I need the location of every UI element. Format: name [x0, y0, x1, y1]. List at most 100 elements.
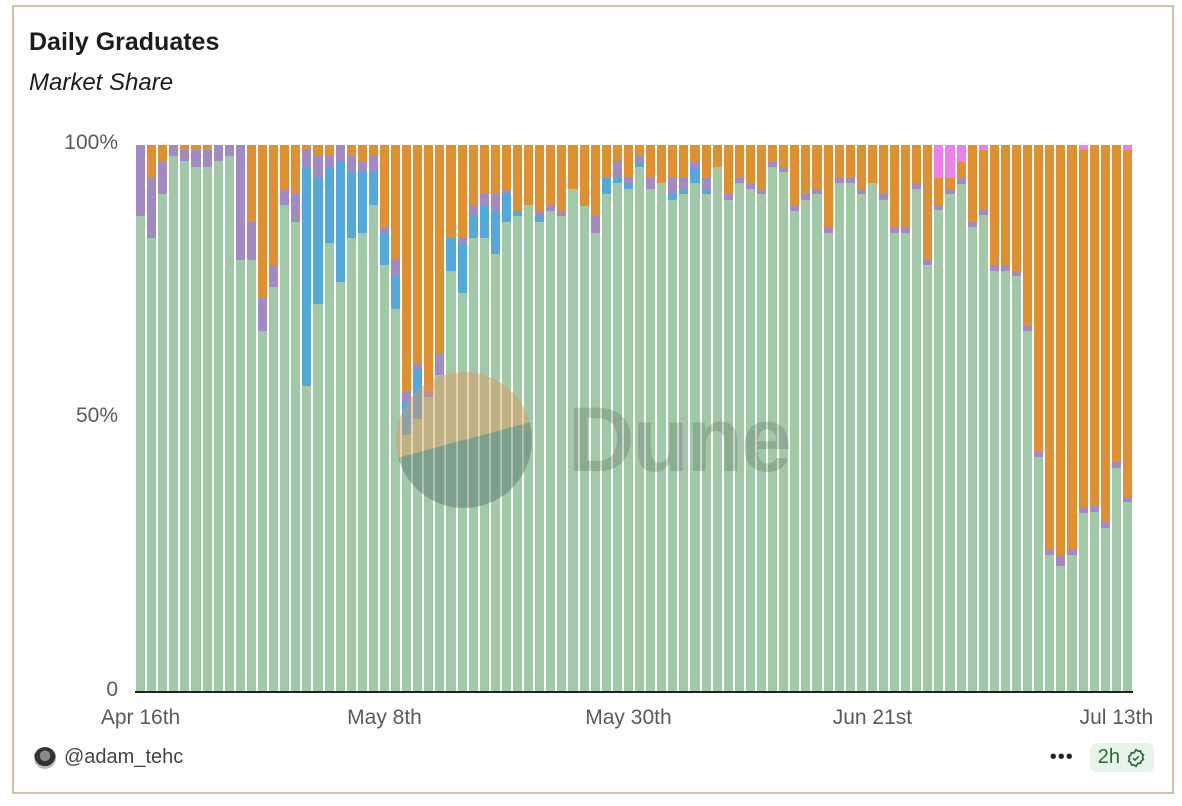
bar-day-32[interactable] — [490, 145, 500, 692]
bar-day-87[interactable] — [1100, 145, 1110, 692]
bar-day-77[interactable] — [989, 145, 999, 692]
bar-segment-green — [978, 215, 988, 692]
bar-day-36[interactable] — [535, 145, 545, 692]
bar-day-25[interactable] — [413, 145, 423, 692]
bar-day-2[interactable] — [158, 145, 168, 692]
bar-day-52[interactable] — [712, 145, 722, 692]
bar-day-18[interactable] — [335, 145, 345, 692]
bar-day-35[interactable] — [524, 145, 534, 692]
bar-day-69[interactable] — [901, 145, 911, 692]
bar-day-67[interactable] — [878, 145, 889, 692]
bar-day-88[interactable] — [1111, 145, 1121, 692]
bar-day-62[interactable] — [823, 145, 833, 692]
bar-day-45[interactable] — [635, 145, 645, 692]
author-link[interactable]: @adam_tehc — [34, 746, 183, 769]
bar-day-74[interactable] — [956, 145, 966, 692]
bar-day-20[interactable] — [357, 145, 367, 692]
bar-segment-orange — [435, 145, 445, 353]
bar-day-83[interactable] — [1056, 145, 1066, 692]
bar-day-4[interactable] — [180, 145, 190, 692]
bar-day-7[interactable] — [213, 145, 223, 692]
bar-day-60[interactable] — [801, 145, 811, 692]
bar-day-40[interactable] — [579, 145, 589, 692]
bar-day-26[interactable] — [424, 145, 434, 692]
bar-day-80[interactable] — [1023, 145, 1033, 692]
bar-day-15[interactable] — [302, 145, 312, 692]
bar-day-75[interactable] — [967, 145, 977, 692]
bar-day-10[interactable] — [246, 145, 256, 692]
bar-day-14[interactable] — [291, 145, 301, 692]
bar-day-30[interactable] — [468, 145, 478, 692]
bar-day-63[interactable] — [834, 145, 844, 692]
bar-day-84[interactable] — [1067, 145, 1077, 692]
bar-day-37[interactable] — [546, 145, 556, 692]
bar-day-27[interactable] — [435, 145, 445, 692]
bar-day-57[interactable] — [768, 145, 778, 692]
bar-day-81[interactable] — [1034, 145, 1044, 692]
bar-day-1[interactable] — [147, 145, 157, 692]
bar-day-38[interactable] — [557, 145, 567, 692]
bar-day-50[interactable] — [690, 145, 700, 692]
bar-day-55[interactable] — [745, 145, 755, 692]
bar-day-8[interactable] — [224, 145, 234, 692]
bar-day-11[interactable] — [257, 145, 268, 692]
bar-day-72[interactable] — [934, 145, 944, 692]
bar-day-70[interactable] — [912, 145, 922, 692]
bar-day-28[interactable] — [446, 145, 456, 692]
bar-day-13[interactable] — [280, 145, 290, 692]
bar-day-73[interactable] — [945, 145, 955, 692]
bar-day-16[interactable] — [313, 145, 323, 692]
bar-day-66[interactable] — [867, 145, 877, 692]
bar-day-0[interactable] — [136, 145, 146, 692]
bar-day-33[interactable] — [501, 145, 511, 692]
bar-day-68[interactable] — [890, 145, 900, 692]
bar-segment-purple — [391, 259, 401, 277]
bar-day-44[interactable] — [623, 145, 633, 692]
bar-day-5[interactable] — [191, 145, 201, 692]
bar-day-56[interactable] — [756, 145, 767, 692]
bar-day-82[interactable] — [1045, 145, 1055, 692]
bar-day-46[interactable] — [646, 145, 656, 692]
bar-day-86[interactable] — [1089, 145, 1099, 692]
bar-day-22[interactable] — [379, 145, 390, 692]
more-options-button[interactable]: ••• — [1049, 746, 1074, 768]
bar-day-59[interactable] — [790, 145, 800, 692]
bar-day-47[interactable] — [657, 145, 667, 692]
bar-day-64[interactable] — [845, 145, 855, 692]
bar-day-53[interactable] — [723, 145, 733, 692]
bar-segment-purple — [1012, 270, 1022, 277]
bar-day-24[interactable] — [402, 145, 412, 692]
bar-day-61[interactable] — [812, 145, 822, 692]
freshness-badge[interactable]: 2h — [1089, 743, 1154, 772]
bar-day-89[interactable] — [1122, 145, 1132, 692]
bar-segment-green — [235, 259, 245, 692]
bar-day-42[interactable] — [601, 145, 611, 692]
bar-day-3[interactable] — [169, 145, 179, 692]
bar-day-71[interactable] — [923, 145, 933, 692]
bar-day-58[interactable] — [779, 145, 789, 692]
bar-day-39[interactable] — [568, 145, 578, 692]
bar-day-12[interactable] — [269, 145, 279, 692]
bar-day-23[interactable] — [391, 145, 401, 692]
bar-day-19[interactable] — [346, 145, 356, 692]
bar-day-85[interactable] — [1078, 145, 1088, 692]
bar-day-76[interactable] — [978, 145, 988, 692]
bar-day-51[interactable] — [701, 145, 711, 692]
bar-day-54[interactable] — [734, 145, 744, 692]
bar-day-31[interactable] — [479, 145, 489, 692]
bar-day-29[interactable] — [457, 145, 467, 692]
bar-day-34[interactable] — [513, 145, 523, 692]
bar-day-49[interactable] — [679, 145, 689, 692]
bar-day-41[interactable] — [590, 145, 600, 692]
bar-segment-orange — [712, 145, 722, 167]
bar-day-43[interactable] — [612, 145, 622, 692]
bar-day-78[interactable] — [1000, 145, 1010, 692]
bar-day-79[interactable] — [1012, 145, 1022, 692]
bar-segment-blue — [701, 188, 711, 195]
bar-day-9[interactable] — [235, 145, 245, 692]
bar-day-21[interactable] — [368, 145, 378, 692]
bar-day-65[interactable] — [856, 145, 866, 692]
bar-day-17[interactable] — [324, 145, 334, 692]
bar-day-6[interactable] — [202, 145, 212, 692]
bar-day-48[interactable] — [668, 145, 678, 692]
